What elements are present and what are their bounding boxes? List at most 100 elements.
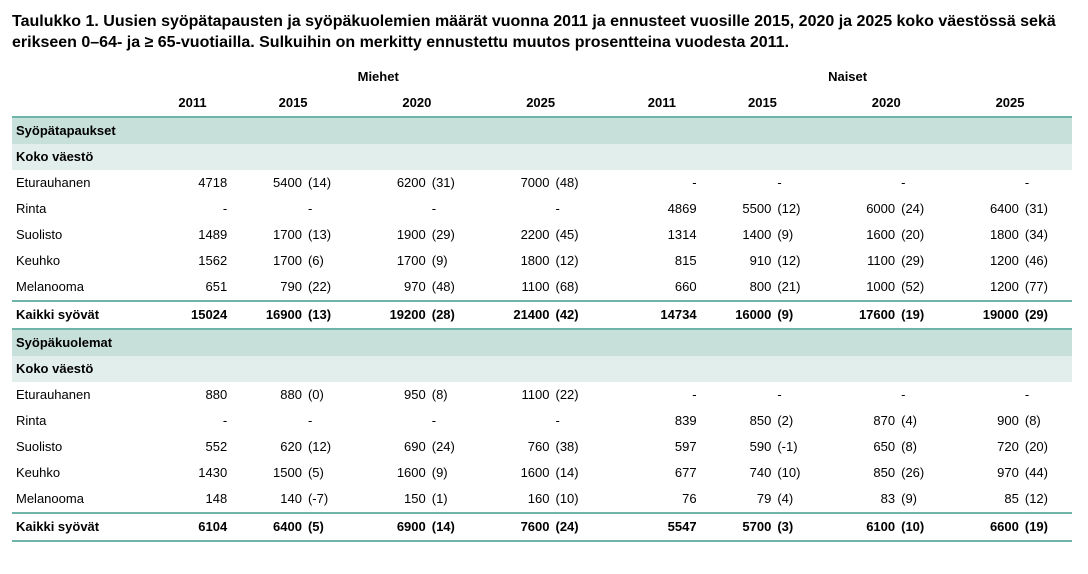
cell: 17600: [824, 301, 899, 329]
cell: 16000: [701, 301, 776, 329]
cell: (44): [1023, 460, 1072, 486]
cell: 800: [701, 274, 776, 301]
sub-whole-cases: Koko väestö: [12, 144, 1072, 170]
cell: (9): [430, 460, 479, 486]
cell: (14): [430, 513, 479, 541]
cell: 1100: [479, 382, 554, 408]
row-label: Rinta: [12, 196, 154, 222]
cell: -: [1023, 170, 1072, 196]
cell: 83: [824, 486, 899, 513]
cell: (34): [1023, 222, 1072, 248]
cell: (48): [430, 274, 479, 301]
cell: 1200: [948, 248, 1023, 274]
row-label: Kaikki syövät: [12, 513, 154, 541]
cell: 16900: [231, 301, 306, 329]
cell: [479, 408, 554, 434]
cell: 4869: [623, 196, 700, 222]
cell: [231, 196, 306, 222]
cell: -: [554, 408, 603, 434]
cell: -: [899, 170, 948, 196]
table-row: Suolisto14891700(13)1900(29)2200(45)1314…: [12, 222, 1072, 248]
cell: [824, 170, 899, 196]
cell: (0): [306, 382, 355, 408]
cell: 720: [948, 434, 1023, 460]
cell: -: [154, 196, 231, 222]
cell: (26): [899, 460, 948, 486]
cell: 14734: [623, 301, 700, 329]
section-deaths: Syöpäkuolemat: [12, 329, 1072, 356]
group-women: Naiset: [623, 64, 1072, 90]
sub-whole-deaths-label: Koko väestö: [12, 356, 1072, 382]
table-row: Keuhko14301500(5)1600(9)1600(14)677740(1…: [12, 460, 1072, 486]
table-row: Melanooma651790(22)970(48)1100(68)660800…: [12, 274, 1072, 301]
cell: 1100: [479, 274, 554, 301]
cell: 1314: [623, 222, 700, 248]
cell: 552: [154, 434, 231, 460]
cell: (12): [1023, 486, 1072, 513]
cell: (10): [899, 513, 948, 541]
cell: [948, 382, 1023, 408]
sub-whole-deaths: Koko väestö: [12, 356, 1072, 382]
cell: -: [623, 382, 700, 408]
cell: 85: [948, 486, 1023, 513]
cell: 815: [623, 248, 700, 274]
year-2020-w: 2020: [824, 90, 948, 117]
table-row: Keuhko15621700(6)1700(9)1800(12)815910(1…: [12, 248, 1072, 274]
cell: (10): [554, 486, 603, 513]
cell: 15024: [154, 301, 231, 329]
cell: 5400: [231, 170, 306, 196]
section-cases: Syöpätapaukset: [12, 117, 1072, 144]
cell: 950: [355, 382, 430, 408]
cell: 6200: [355, 170, 430, 196]
cell: 6400: [231, 513, 306, 541]
cell: (42): [554, 301, 603, 329]
cell: 6900: [355, 513, 430, 541]
cancer-table: Miehet Naiset 2011 2015 2020 2025 2011 2…: [12, 64, 1072, 542]
cell: -: [430, 196, 479, 222]
cell: (48): [554, 170, 603, 196]
cell: -: [775, 382, 824, 408]
cell: 19200: [355, 301, 430, 329]
cell: (9): [775, 222, 824, 248]
cell: 597: [623, 434, 700, 460]
row-label: Eturauhanen: [12, 382, 154, 408]
cell: (3): [775, 513, 824, 541]
cell: 150: [355, 486, 430, 513]
row-label: Melanooma: [12, 274, 154, 301]
table-body: SyöpätapauksetKoko väestöEturauhanen4718…: [12, 117, 1072, 541]
row-label: Melanooma: [12, 486, 154, 513]
row-label: Keuhko: [12, 248, 154, 274]
row-label: Suolisto: [12, 222, 154, 248]
cell: 1400: [701, 222, 776, 248]
cell: 6100: [824, 513, 899, 541]
row-label: Keuhko: [12, 460, 154, 486]
cell: (29): [1023, 301, 1072, 329]
cell: (14): [306, 170, 355, 196]
row-label: Kaikki syövät: [12, 301, 154, 329]
cell: 1200: [948, 274, 1023, 301]
cell: (9): [430, 248, 479, 274]
cell: -: [899, 382, 948, 408]
cell: -: [430, 408, 479, 434]
cell: -: [306, 408, 355, 434]
cell: [701, 382, 776, 408]
cell: (6): [306, 248, 355, 274]
cell: 1800: [479, 248, 554, 274]
cell: (24): [899, 196, 948, 222]
cell: (8): [1023, 408, 1072, 434]
cell: 760: [479, 434, 554, 460]
cell: 6600: [948, 513, 1023, 541]
cell: 1562: [154, 248, 231, 274]
cell: 870: [824, 408, 899, 434]
cell: (9): [775, 301, 824, 329]
cell: 740: [701, 460, 776, 486]
table-row: Suolisto552620(12)690(24)760(38)597590(-…: [12, 434, 1072, 460]
row-label: Rinta: [12, 408, 154, 434]
cell: (45): [554, 222, 603, 248]
year-2011-w: 2011: [623, 90, 700, 117]
year-2011-m: 2011: [154, 90, 231, 117]
cell: 850: [824, 460, 899, 486]
cell: 880: [231, 382, 306, 408]
cell: 7600: [479, 513, 554, 541]
cell: (38): [554, 434, 603, 460]
